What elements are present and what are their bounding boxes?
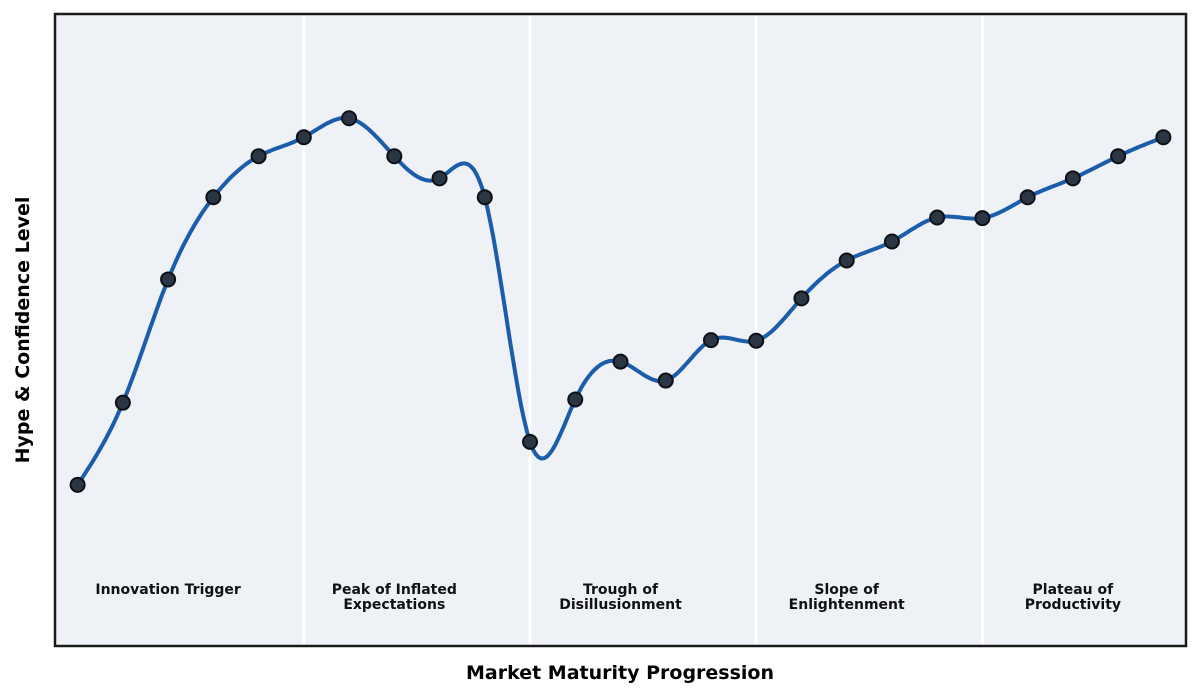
data-point bbox=[1019, 189, 1036, 206]
y-axis-label: Hype & Confidence Level bbox=[12, 196, 34, 464]
phase-label-innovation-trigger: Innovation Trigger bbox=[95, 582, 241, 598]
data-point bbox=[160, 271, 177, 288]
data-point bbox=[567, 391, 584, 408]
data-point bbox=[702, 332, 719, 349]
data-point bbox=[295, 129, 312, 146]
data-point bbox=[205, 189, 222, 206]
data-point bbox=[250, 148, 267, 165]
data-point bbox=[386, 148, 403, 165]
phase-label-slope-of-enlightenment: Slope of Enlightenment bbox=[788, 582, 905, 613]
plot-border bbox=[53, 12, 1188, 648]
data-point bbox=[657, 372, 674, 389]
data-point bbox=[69, 476, 86, 493]
data-point bbox=[341, 110, 358, 127]
data-point bbox=[929, 209, 946, 226]
data-point bbox=[612, 353, 629, 370]
data-point bbox=[1155, 129, 1172, 146]
data-point bbox=[114, 394, 131, 411]
data-point bbox=[1110, 148, 1127, 165]
data-point bbox=[1064, 170, 1081, 187]
data-point bbox=[476, 189, 493, 206]
data-point bbox=[793, 290, 810, 307]
phase-label-trough-of-disillusionment: Trough of Disillusionment bbox=[559, 582, 682, 613]
x-axis-label: Market Maturity Progression bbox=[465, 662, 775, 684]
phase-label-plateau-of-productivity: Plateau of Productivity bbox=[1024, 582, 1122, 613]
data-point bbox=[522, 433, 539, 450]
plot-background bbox=[55, 14, 1186, 646]
data-point bbox=[974, 210, 991, 227]
data-point bbox=[431, 170, 448, 187]
data-point bbox=[748, 332, 765, 349]
data-point bbox=[883, 233, 900, 250]
phase-label-peak-of-inflated-expectations: Peak of Inflated Expectations bbox=[331, 582, 457, 613]
data-point bbox=[838, 252, 855, 269]
